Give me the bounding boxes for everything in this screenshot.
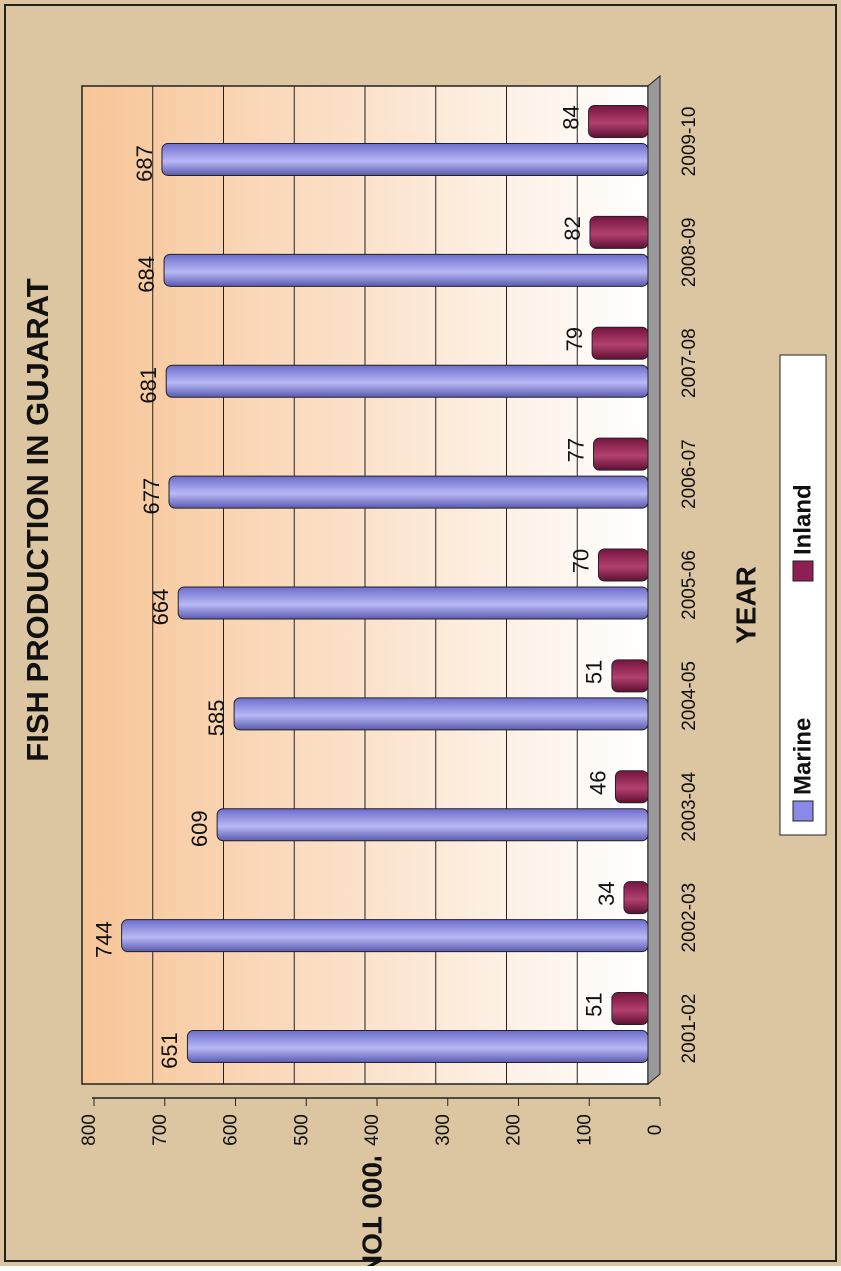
legend-label: Inland: [789, 484, 816, 555]
bar: [216, 808, 649, 842]
bar: [611, 659, 649, 693]
data-label: 51: [582, 660, 607, 684]
data-label: 664: [148, 589, 173, 626]
x-axis-title: YEAR: [730, 566, 761, 644]
x-tick-label: 2001-02: [679, 994, 700, 1064]
x-tick-label: 2006-07: [679, 439, 700, 509]
bar: [614, 770, 649, 804]
data-label: 34: [594, 881, 619, 905]
data-label: 84: [558, 105, 583, 129]
bar: [591, 326, 649, 360]
bar: [121, 919, 649, 953]
data-label: 687: [132, 145, 157, 182]
bar: [589, 215, 649, 249]
bar: [597, 548, 649, 582]
bar: [168, 475, 649, 509]
frame: [4, 4, 837, 1262]
data-label: 684: [134, 256, 159, 293]
x-tick-label: 2009-10: [679, 107, 700, 177]
y-tick-label: 600: [221, 1114, 242, 1146]
bar: [233, 697, 649, 731]
bar: [611, 992, 649, 1026]
bar: [161, 142, 649, 176]
bar: [177, 586, 649, 620]
data-label: 79: [562, 327, 587, 351]
x-tick-label: 2004-05: [679, 661, 700, 731]
data-label: 51: [582, 992, 607, 1016]
data-label: 70: [568, 549, 593, 573]
x-tick-label: 2008-09: [679, 217, 700, 287]
data-label: 609: [187, 810, 212, 847]
legend-swatch: [792, 560, 814, 582]
y-tick-label: 300: [433, 1114, 454, 1146]
legend-swatch: [792, 800, 814, 822]
bar: [163, 253, 649, 287]
bar: [588, 104, 649, 138]
x-tick-label: 2005-06: [679, 550, 700, 620]
data-label: 77: [563, 438, 588, 462]
data-label: 744: [91, 921, 116, 958]
y-tick-label: 700: [150, 1114, 171, 1146]
y-tick-label: 0: [645, 1125, 666, 1136]
x-tick-label: 2007-08: [679, 328, 700, 398]
y-axis-title: '000 TONNES: [357, 1155, 388, 1266]
x-tick-label: 2003-04: [679, 771, 700, 841]
data-label: 651: [157, 1032, 182, 1069]
bar: [186, 1030, 649, 1064]
y-tick-label: 800: [79, 1114, 100, 1146]
plot-floor: [647, 74, 661, 1086]
data-label: 585: [204, 700, 229, 737]
x-tick-label: 2002-03: [679, 883, 700, 953]
legend-box: [779, 354, 827, 836]
data-label: 82: [560, 216, 585, 240]
chart-body: FISH PRODUCTION IN GUJARAT YEAR '000 TON…: [20, 74, 827, 1271]
bar: [165, 364, 649, 398]
y-tick-label: 500: [291, 1114, 312, 1146]
y-tick-label: 400: [362, 1114, 383, 1146]
data-label: 46: [585, 771, 610, 795]
bar: [623, 881, 649, 915]
data-label: 677: [139, 478, 164, 515]
data-label: 681: [136, 367, 161, 404]
chart-title: FISH PRODUCTION IN GUJARAT: [20, 278, 55, 761]
y-tick-label: 200: [504, 1114, 525, 1146]
bar: [593, 437, 649, 471]
y-tick-label: 100: [574, 1114, 595, 1146]
legend-label: Marine: [789, 718, 816, 795]
